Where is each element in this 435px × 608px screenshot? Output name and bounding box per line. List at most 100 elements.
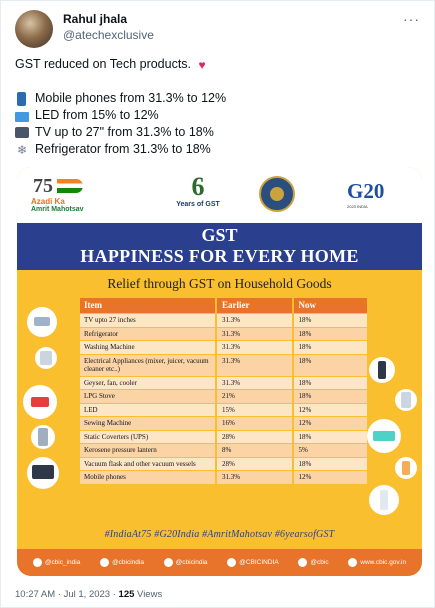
footer-website: www.cbic.gov.in bbox=[348, 558, 406, 567]
footer-handle-koo: @cbic bbox=[298, 558, 329, 567]
now-cell: 18% bbox=[293, 376, 367, 389]
tweet-bullet: LED from 15% to 12% bbox=[15, 107, 425, 124]
earlier-cell: 31.3% bbox=[217, 354, 292, 376]
now-cell: 18% bbox=[293, 390, 367, 403]
footer-handle-youtube: @CBICINDIA bbox=[227, 558, 279, 567]
earlier-cell: 31.3% bbox=[217, 376, 292, 389]
now-cell: 18% bbox=[293, 327, 367, 340]
washing-machine-icon bbox=[35, 347, 57, 369]
instagram-icon bbox=[163, 558, 173, 567]
facebook-icon bbox=[100, 558, 110, 567]
koo-icon bbox=[298, 558, 308, 567]
item-cell: Sewing Machine bbox=[80, 417, 215, 430]
item-cell: Geyser, fan, cooler bbox=[80, 376, 215, 389]
tweet-headline-line: GST reduced on Tech products. ♥ bbox=[15, 56, 425, 73]
item-cell: LPG Stove bbox=[80, 390, 215, 403]
now-cell: 18% bbox=[293, 457, 367, 470]
author-handle[interactable]: @atechexclusive bbox=[63, 28, 154, 42]
tweet-text: GST reduced on Tech products. ♥ Mobile p… bbox=[15, 56, 425, 158]
tweet-bullet-text: Mobile phones from 31.3% to 12% bbox=[35, 91, 227, 105]
item-cell: LED bbox=[80, 403, 215, 416]
table-row: TV upto 27 inches 31.3% 18% bbox=[80, 314, 367, 328]
now-cell: 18% bbox=[293, 314, 367, 327]
flag-icon bbox=[57, 179, 83, 193]
tweet-image-poster[interactable]: 75 Azadi Ka Amrit Mahotsav 6 Years of GS… bbox=[17, 167, 422, 576]
earlier-cell: 8% bbox=[217, 444, 292, 457]
table-row: Geyser, fan, cooler 31.3% 18% bbox=[80, 376, 367, 390]
heart-eyes-emoji-icon: ♥ bbox=[198, 57, 206, 72]
now-cell: 12% bbox=[293, 471, 367, 484]
g20-logo: G20 2023 INDIA bbox=[347, 179, 385, 209]
desktop-monitor-icon bbox=[15, 111, 29, 122]
table-row: LED 15% 12% bbox=[80, 403, 367, 417]
earlier-cell: 31.3% bbox=[217, 471, 292, 484]
television-icon bbox=[15, 127, 29, 138]
mobile-phone-poster-icon bbox=[369, 357, 395, 383]
youtube-icon bbox=[227, 558, 237, 567]
tweet-bullet-text: TV up to 27" from 31.3% to 18% bbox=[35, 125, 214, 139]
globe-icon bbox=[348, 558, 358, 567]
geyser-icon bbox=[395, 389, 417, 411]
poster-banner: GST HAPPINESS FOR EVERY HOME bbox=[17, 223, 422, 270]
views-count: 125 bbox=[118, 589, 135, 600]
tweet-bullet-text: LED from 15% to 12% bbox=[35, 108, 159, 122]
tweet-bullet-text: Refrigerator from 31.3% to 18% bbox=[35, 142, 211, 156]
stove-icon bbox=[367, 419, 401, 453]
table-row: Vacuum flask and other vacuum vessels 28… bbox=[80, 457, 367, 471]
item-cell: Static Coverters (UPS) bbox=[80, 430, 215, 443]
poster-subtitle: Relief through GST on Household Goods bbox=[107, 276, 332, 291]
item-cell: Electrical Appliances (mixer, juicer, va… bbox=[80, 354, 215, 376]
earlier-cell: 31.3% bbox=[217, 341, 292, 354]
twitter-icon bbox=[32, 558, 42, 567]
poster-logo-strip: 75 Azadi Ka Amrit Mahotsav 6 Years of GS… bbox=[17, 167, 422, 223]
tweet-bullet: Mobile phones from 31.3% to 12% bbox=[15, 90, 425, 107]
table-row: Kerosene pressure lantern 8% 5% bbox=[80, 444, 367, 458]
air-conditioner-icon bbox=[27, 307, 57, 337]
now-cell: 18% bbox=[293, 341, 367, 354]
tweet-date[interactable]: Jul 1, 2023 bbox=[63, 589, 111, 600]
author-name[interactable]: Rahul jhala bbox=[63, 12, 128, 26]
table-row: Washing Machine 31.3% 18% bbox=[80, 341, 367, 355]
footer-handle-facebook: @cbicindia bbox=[100, 558, 144, 567]
column-header-earlier: Earlier bbox=[217, 298, 292, 313]
avatar[interactable] bbox=[15, 10, 53, 48]
lantern-icon bbox=[395, 457, 417, 479]
vacuum-flask-icon bbox=[369, 485, 399, 515]
tweet-bullet: TV up to 27" from 31.3% to 18% bbox=[15, 124, 425, 141]
banner-subtitle: HAPPINESS FOR EVERY HOME bbox=[80, 246, 359, 266]
footer-handle-twitter: @cbic_india bbox=[32, 558, 80, 567]
now-cell: 18% bbox=[293, 430, 367, 443]
azadi-ka-amrit-mahotsav-logo: 75 Azadi Ka Amrit Mahotsav bbox=[31, 175, 84, 213]
item-cell: Vacuum flask and other vacuum vessels bbox=[80, 457, 215, 470]
earlier-cell: 31.3% bbox=[217, 327, 292, 340]
earlier-cell: 15% bbox=[217, 403, 292, 416]
tweet-bullet: ❄ Refrigerator from 31.3% to 18% bbox=[15, 141, 425, 158]
earlier-cell: 31.3% bbox=[217, 314, 292, 327]
table-header-row: Item Earlier Now bbox=[80, 298, 367, 314]
more-options-icon[interactable]: ··· bbox=[403, 11, 420, 27]
tweet-time[interactable]: 10:27 AM bbox=[15, 589, 56, 600]
column-header-now: Now bbox=[293, 298, 367, 313]
item-cell: Washing Machine bbox=[80, 341, 215, 354]
cbic-emblem-icon bbox=[259, 176, 295, 212]
banner-title: GST bbox=[201, 225, 238, 245]
television-poster-icon bbox=[27, 457, 59, 489]
tweet-meta: 10:27 AM · Jul 1, 2023 · 125 Views bbox=[15, 589, 163, 600]
item-cell: Kerosene pressure lantern bbox=[80, 444, 215, 457]
poster-footer: @cbic_india @cbicindia @cbicindia @CBICI… bbox=[17, 549, 422, 576]
earlier-cell: 16% bbox=[217, 417, 292, 430]
table-row: Static Coverters (UPS) 28% 18% bbox=[80, 430, 367, 444]
mobile-phone-icon bbox=[17, 91, 26, 106]
six-years-of-gst-logo: 6 Years of GST bbox=[176, 172, 220, 209]
column-header-item: Item bbox=[80, 298, 215, 313]
table-row: Electrical Appliances (mixer, juicer, va… bbox=[80, 354, 367, 377]
table-row: Sewing Machine 16% 12% bbox=[80, 417, 367, 431]
now-cell: 18% bbox=[293, 354, 367, 376]
now-cell: 12% bbox=[293, 417, 367, 430]
now-cell: 12% bbox=[293, 403, 367, 416]
tweet-headline: GST reduced on Tech products. bbox=[15, 57, 192, 71]
now-cell: 5% bbox=[293, 444, 367, 457]
table-row: Refrigerator 31.3% 18% bbox=[80, 327, 367, 341]
item-cell: Mobile phones bbox=[80, 471, 215, 484]
